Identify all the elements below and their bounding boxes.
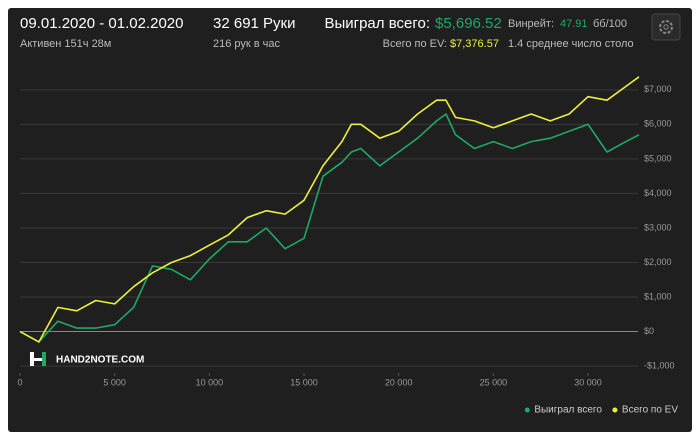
x-tick-label: 30 000 xyxy=(574,377,602,387)
settings-button[interactable] xyxy=(651,13,681,41)
series-line xyxy=(19,76,640,343)
ev-value: $7,376.57 xyxy=(450,38,499,50)
active-time: Активен 151ч 28м xyxy=(20,38,111,50)
y-tick-label: $5,000 xyxy=(644,153,672,163)
y-tick-label: $3,000 xyxy=(644,222,672,232)
hands: 32 691 Руки xyxy=(213,15,296,32)
legend-swatch xyxy=(524,407,530,413)
ev-label: Всего по EV: xyxy=(383,38,447,50)
series-line xyxy=(19,113,640,343)
x-tick-label: 0 xyxy=(17,377,22,387)
panel xyxy=(8,8,692,432)
y-tick-label: $0 xyxy=(644,326,654,336)
legend-swatch xyxy=(612,407,618,413)
won-value: $5,696.52 xyxy=(435,15,502,32)
won-label: Выиграл всего: xyxy=(324,15,430,32)
date-range: 09.01.2020 - 01.02.2020 xyxy=(20,15,183,32)
hands-per-hour: 216 рук в час xyxy=(213,38,281,50)
legend-label: Всего по EV xyxy=(622,405,678,416)
y-tick-label: $6,000 xyxy=(644,119,672,129)
watermark-logo xyxy=(30,352,46,366)
x-tick-label: 15 000 xyxy=(290,377,318,387)
avg-tables: 1.4 среднее число столо xyxy=(508,38,634,50)
y-tick-label: -$1,000 xyxy=(644,360,675,370)
legend-label: Выиграл всего xyxy=(534,405,602,416)
winrate-unit: бб/100 xyxy=(593,18,627,30)
winrate-label: Винрейт: xyxy=(508,18,554,30)
x-tick-label: 20 000 xyxy=(385,377,413,387)
x-tick-label: 5 000 xyxy=(103,377,126,387)
watermark: HAND2NOTE.COM xyxy=(56,355,144,366)
x-tick-label: 10 000 xyxy=(196,377,224,387)
y-tick-label: $2,000 xyxy=(644,257,672,267)
y-tick-label: $7,000 xyxy=(644,84,672,94)
y-tick-label: $4,000 xyxy=(644,188,672,198)
y-tick-label: $1,000 xyxy=(644,291,672,301)
winrate-value: 47.91 xyxy=(560,18,588,30)
x-tick-label: 25 000 xyxy=(480,377,508,387)
